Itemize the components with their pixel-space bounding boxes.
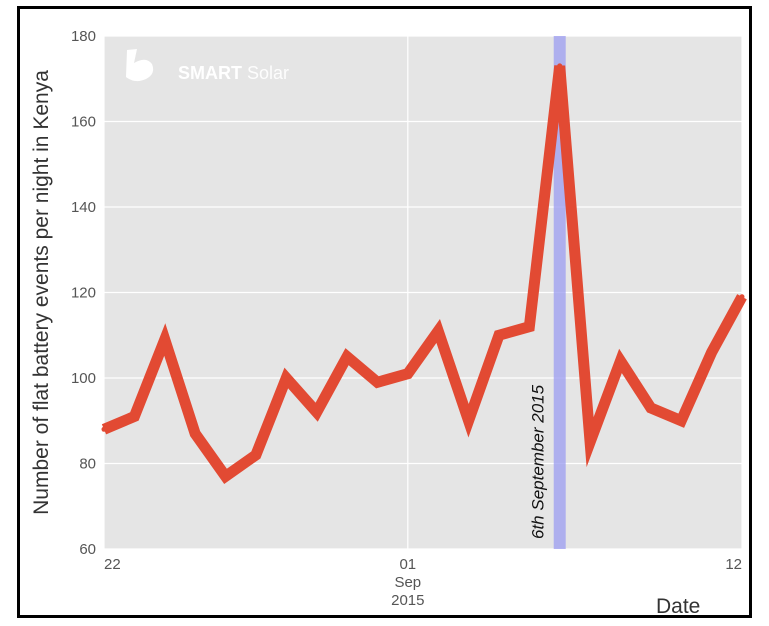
data-point	[678, 418, 684, 424]
data-point	[648, 405, 654, 411]
data-point	[344, 354, 350, 360]
x-axis-label: Date	[656, 595, 700, 618]
logo-b-icon	[126, 49, 154, 82]
data-point	[526, 324, 532, 330]
y-tick-label: 100	[71, 370, 96, 387]
data-point	[253, 452, 259, 458]
series-line-group	[101, 63, 747, 484]
logo-text: SMART Solar	[178, 63, 289, 83]
data-point	[223, 473, 229, 479]
smart-solar-logo: SMART Solar	[126, 49, 289, 83]
y-tick-label: 120	[71, 285, 96, 302]
x-tick-label: 01	[399, 556, 416, 573]
highlight-annotation-group: 6th September 2015	[529, 384, 548, 539]
x-tick-month: Sep	[394, 574, 421, 591]
data-point	[587, 439, 593, 445]
data-point	[709, 349, 715, 355]
data-point	[617, 358, 623, 364]
y-tick-labels: 60 80 100 120 140 160 180	[71, 28, 96, 558]
y-tick-label: 160	[71, 114, 96, 131]
y-tick-label: 60	[79, 541, 96, 558]
data-point	[374, 379, 380, 385]
data-point	[283, 375, 289, 381]
highlight-annotation: 6th September 2015	[529, 384, 548, 539]
data-point	[314, 409, 320, 415]
y-tick-label: 180	[71, 28, 96, 45]
data-point	[466, 418, 472, 424]
y-tick-label: 140	[71, 199, 96, 216]
data-point	[162, 337, 168, 343]
data-point	[405, 371, 411, 377]
series-line	[101, 65, 747, 484]
logo-rest: Solar	[242, 63, 289, 83]
data-point	[131, 413, 137, 419]
data-point	[435, 328, 441, 334]
y-axis-label: Number of flat battery events per night …	[30, 70, 53, 515]
x-tick-year: 2015	[391, 592, 424, 609]
data-point	[496, 332, 502, 338]
logo-bold: SMART	[178, 63, 242, 83]
y-tick-label: 80	[79, 456, 96, 473]
x-tick-label: 22	[104, 556, 121, 573]
data-point	[101, 426, 107, 432]
data-point	[739, 294, 745, 300]
data-point	[557, 63, 563, 69]
x-tick-label: 12	[725, 556, 742, 573]
data-point	[192, 431, 198, 437]
